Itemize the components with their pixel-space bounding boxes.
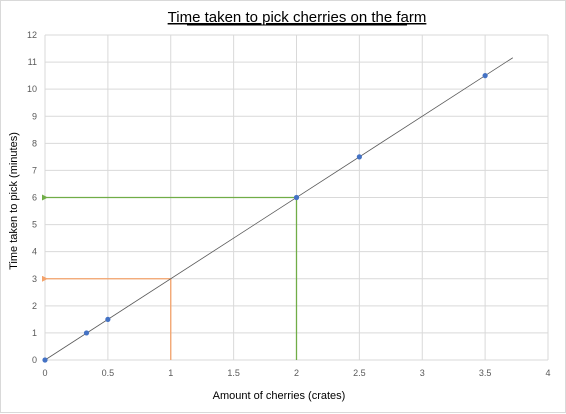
x-tick-label: 0 — [42, 368, 47, 378]
x-tick-label: 4 — [545, 368, 550, 378]
x-tick-label: 1.5 — [227, 368, 240, 378]
y-tick-label: 6 — [32, 193, 37, 203]
y-axis-label: Time taken to pick (minutes) — [8, 132, 20, 270]
y-tick-label: 5 — [32, 220, 37, 230]
y-tick-label: 7 — [32, 165, 37, 175]
chart-title: Time taken to pick cherries on the farm — [168, 9, 427, 26]
data-point — [83, 330, 90, 336]
x-tick-label: 1 — [168, 368, 173, 378]
x-tick-label: 2 — [294, 368, 299, 378]
x-tick-label: 3 — [420, 368, 425, 378]
y-tick-label: 12 — [27, 30, 37, 40]
y-tick-label: 10 — [27, 84, 37, 94]
x-tick-label: 2.5 — [353, 368, 366, 378]
data-point — [482, 73, 488, 79]
y-tick-label: 9 — [32, 111, 37, 121]
y-tick-label: 1 — [32, 328, 37, 338]
y-tick-label: 3 — [32, 274, 37, 284]
y-tick-label: 11 — [28, 57, 37, 67]
trendline — [44, 57, 514, 361]
x-tick-labels: 0 0.5 1 1.5 2 2.5 3 3.5 4 — [42, 368, 550, 378]
y-tick-label: 8 — [32, 138, 37, 148]
data-point — [356, 154, 362, 160]
y-tick-label: 4 — [32, 247, 37, 257]
data-point — [105, 316, 111, 322]
trendline-layer — [44, 57, 514, 361]
data-point — [293, 194, 300, 201]
y-tick-label: 0 — [32, 355, 37, 365]
guide-lines — [42, 194, 298, 360]
x-tick-label: 0.5 — [102, 368, 115, 378]
x-tick-label: 3.5 — [479, 368, 492, 378]
x-axis-label: Amount of cherries (crates) — [213, 390, 346, 402]
data-point — [42, 357, 48, 363]
y-tick-label: 2 — [32, 301, 37, 311]
data-points — [42, 73, 488, 363]
